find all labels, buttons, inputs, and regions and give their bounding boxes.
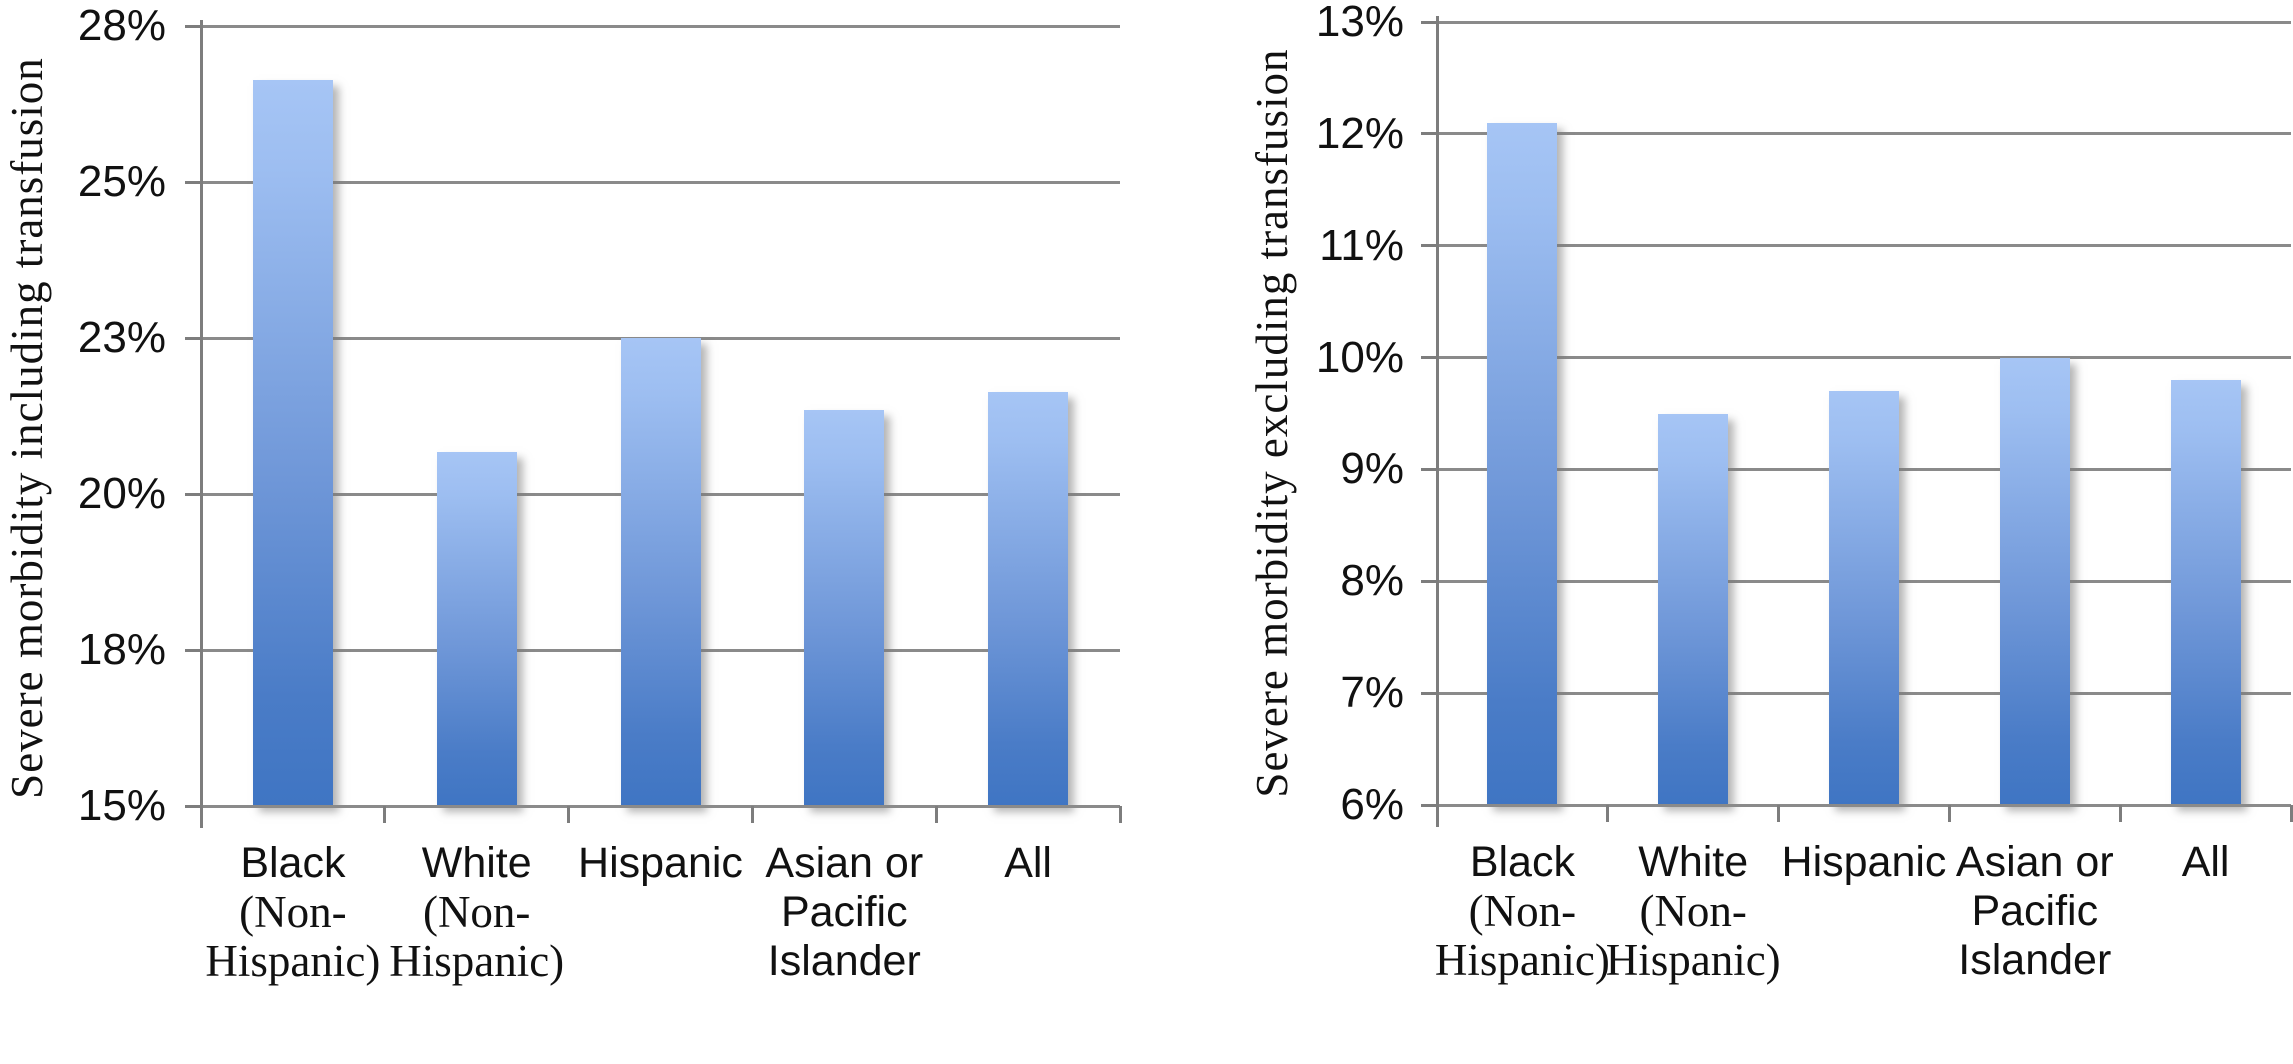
y-axis-tick: [1421, 132, 1437, 136]
x-axis-tick: [1118, 806, 1122, 823]
category-label-line: Islander: [767, 937, 921, 985]
bar-all: [988, 392, 1069, 806]
y-tick-label: 18%: [77, 625, 166, 674]
y-tick-label: 20%: [77, 469, 166, 518]
y-tick-label: 9%: [1340, 444, 1404, 494]
category-label-line: Islander: [1958, 936, 2112, 984]
y-axis-tick: [185, 804, 201, 808]
x-axis-tick: [2289, 805, 2293, 822]
category-label-line: Hispanic): [1605, 935, 1781, 985]
category-label-white: White (Non- Hispanic): [1583, 838, 1804, 985]
y-tick-label: 10%: [1315, 332, 1404, 382]
bar-white: [1658, 413, 1729, 805]
y-axis-tick: [185, 648, 201, 652]
category-label-line: Hispanic: [578, 839, 743, 887]
y-axis-title-including-transfusion: Severe morbidity including transfusion: [2, 57, 52, 799]
y-tick-label: 6%: [1340, 780, 1404, 829]
category-label-line: Hispanic): [389, 936, 565, 986]
x-axis-tick: [199, 806, 203, 823]
y-axis-tick: [1421, 244, 1437, 248]
bar-black: [252, 80, 333, 806]
bar-hispanic: [620, 338, 701, 806]
category-label-line: Hispanic): [1434, 935, 1610, 985]
y-tick-label: 11%: [1319, 220, 1404, 270]
category-label-line: Pacific: [780, 888, 908, 936]
y-axis-tick: [1421, 803, 1437, 807]
y-tick-label: 15%: [77, 781, 166, 830]
y-tick-label: 23%: [77, 313, 166, 362]
category-label-line: White: [421, 839, 532, 887]
x-axis-tick: [1606, 805, 1610, 822]
y-axis-tick: [1421, 20, 1437, 24]
x-axis-tick: [1777, 805, 1781, 822]
category-label-line: (Non-: [1468, 886, 1577, 936]
bar-black: [1487, 122, 1558, 805]
category-label-line: Black: [1469, 838, 1575, 886]
y-axis-tick: [185, 24, 201, 28]
y-tick-label: 28%: [77, 1, 166, 50]
category-label-line: (Non-: [422, 887, 531, 937]
category-label-line: Hispanic: [1781, 838, 1947, 886]
y-tick-label: 12%: [1315, 108, 1404, 158]
y-axis-line: [199, 20, 203, 828]
y-axis-tick: [1421, 467, 1437, 471]
x-axis-tick: [1435, 805, 1439, 822]
category-label-line: All: [1004, 839, 1052, 887]
category-label-line: Asian or: [1955, 838, 2114, 886]
y-axis-tick: [1421, 579, 1437, 583]
category-label-asian-or: Asian or Pacific Islander: [727, 839, 961, 986]
y-tick-label: 25%: [77, 157, 166, 206]
category-label-line: White: [1638, 838, 1749, 886]
x-axis-tick: [2118, 805, 2122, 822]
bar-all: [2170, 379, 2241, 805]
bar-asian-or: [1999, 357, 2070, 805]
bar-hispanic: [1829, 391, 1899, 805]
x-axis-tick: [934, 806, 938, 823]
category-label-white: White (Non- Hispanic): [360, 839, 594, 986]
category-label-line: (Non-: [239, 887, 347, 937]
category-label-black: Black (Non- Hispanic): [176, 839, 410, 986]
y-axis-tick: [185, 492, 201, 496]
y-gridline: [201, 180, 1120, 184]
category-label-line: Asian or: [765, 839, 924, 887]
category-label-line: (Non-: [1639, 886, 1747, 936]
y-tick-label: 7%: [1340, 668, 1404, 718]
x-axis-tick: [750, 806, 754, 823]
category-label-line: Hispanic): [205, 936, 381, 986]
y-tick-label: 8%: [1340, 556, 1404, 606]
category-label-black: Black (Non- Hispanic): [1412, 838, 1633, 985]
x-axis-tick: [567, 806, 571, 823]
x-axis-baseline: [201, 804, 1120, 808]
bar-white: [436, 452, 517, 806]
y-axis-tick: [185, 180, 201, 184]
y-gridline: [1437, 244, 2291, 248]
category-label-line: Black: [240, 839, 346, 887]
y-tick-label: 13%: [1315, 0, 1404, 46]
y-axis-tick: [185, 336, 201, 340]
y-axis-tick: [1421, 356, 1437, 360]
x-axis-baseline: [1437, 803, 2291, 807]
category-label-all: All: [911, 839, 1145, 888]
bar-asian-or: [804, 410, 885, 806]
y-axis-tick: [1421, 691, 1437, 695]
category-label-hispanic: Hispanic: [544, 839, 778, 888]
y-gridline: [1437, 20, 2291, 24]
category-label-all: All: [2095, 838, 2293, 887]
y-gridline: [201, 24, 1120, 28]
y-gridline: [1437, 132, 2291, 136]
x-axis-tick: [383, 806, 387, 823]
category-label-line: All: [2181, 838, 2230, 886]
category-label-hispanic: Hispanic: [1754, 838, 1975, 887]
category-label-asian-or: Asian or Pacific Islander: [1924, 838, 2145, 985]
y-axis-line: [1435, 16, 1439, 827]
y-gridline: [1437, 356, 2291, 360]
category-label-line: Pacific: [1971, 887, 2099, 935]
x-axis-tick: [1947, 805, 1951, 822]
